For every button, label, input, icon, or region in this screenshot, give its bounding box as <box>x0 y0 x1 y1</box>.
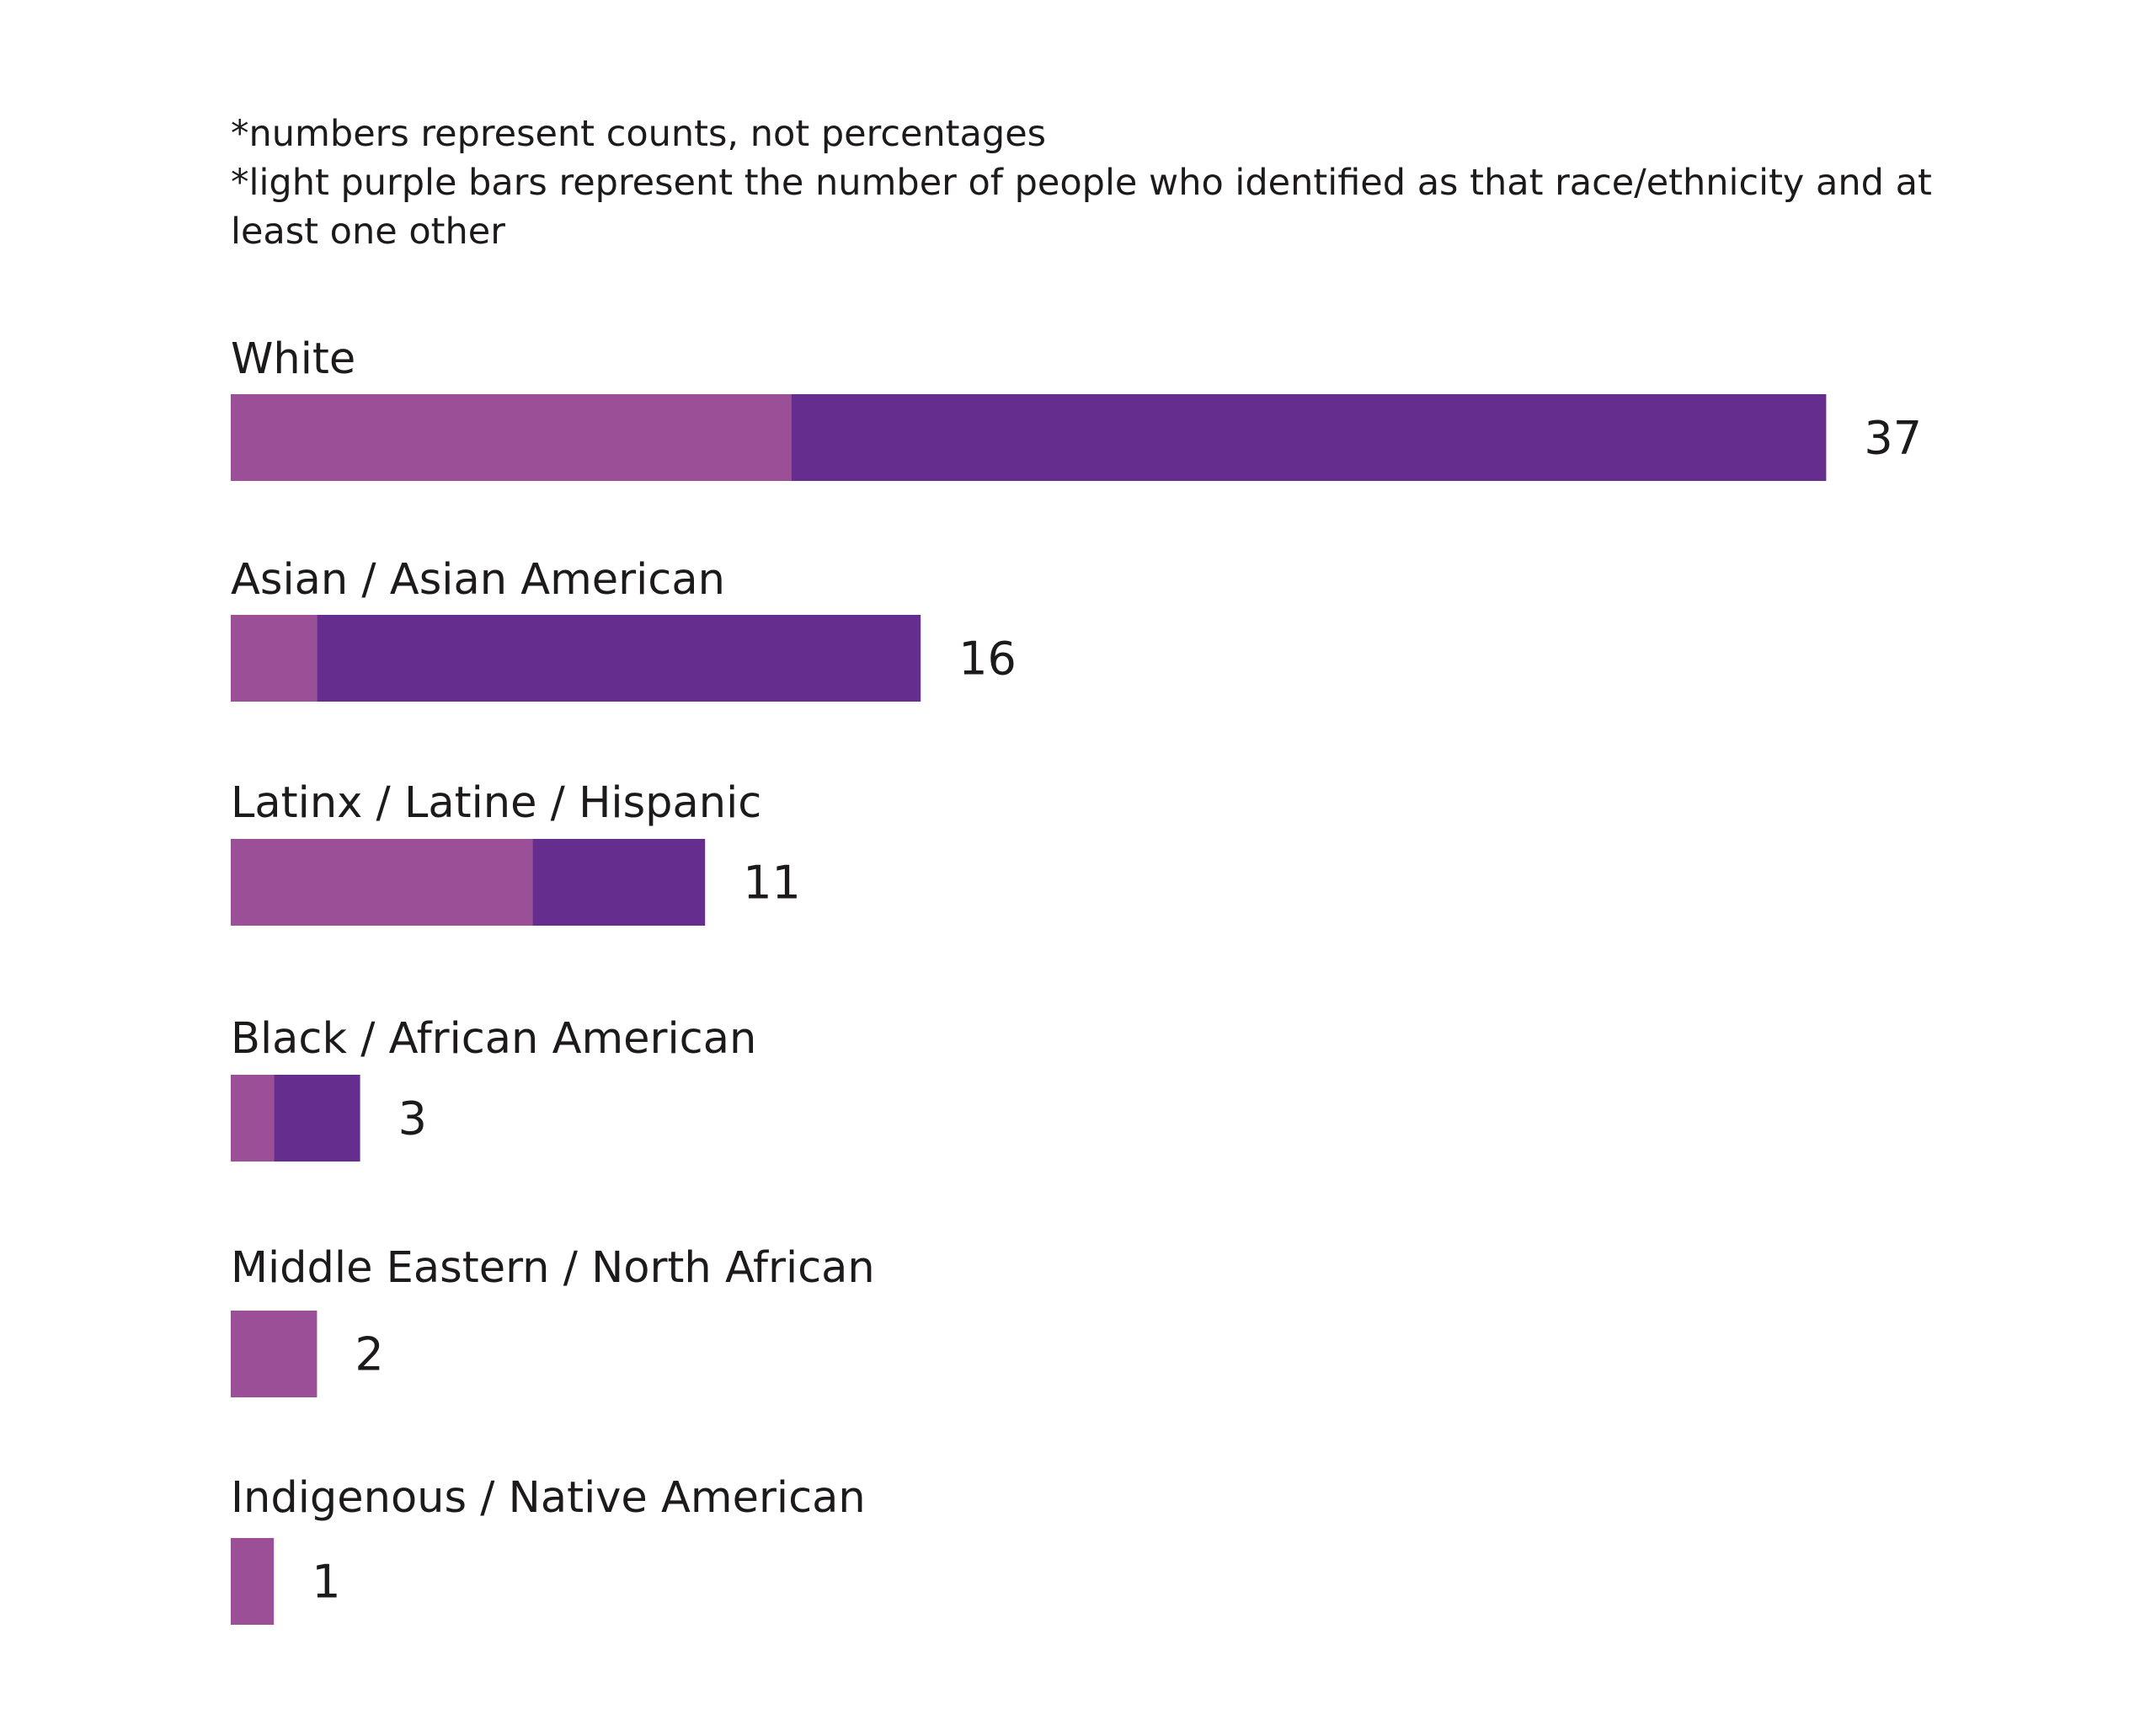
bar-multi-white <box>231 394 792 481</box>
value-label-indigenous-native-american: 1 <box>312 1556 340 1609</box>
category-label-black-african-american: Black / African American <box>231 1014 756 1064</box>
note-light-purple-cont: least one other <box>231 211 505 253</box>
bar-single-black-african-american <box>274 1075 360 1162</box>
value-label-latinx-latine-hispanic: 11 <box>743 857 801 910</box>
category-label-latinx-latine-hispanic: Latinx / Latine / Hispanic <box>231 778 761 828</box>
value-label-asian-asian-american: 16 <box>958 633 1017 686</box>
bar-multi-indigenous-native-american <box>231 1538 275 1625</box>
category-label-white: White <box>231 334 355 384</box>
category-label-middle-eastern-north-african: Middle Eastern / North African <box>231 1243 875 1293</box>
category-label-indigenous-native-american: Indigenous / Native American <box>231 1473 866 1523</box>
category-label-asian-asian-american: Asian / Asian American <box>231 555 725 605</box>
value-label-black-african-american: 3 <box>398 1092 427 1146</box>
bar-multi-middle-eastern-north-african <box>231 1311 318 1397</box>
note-counts: *numbers represent counts, not percentag… <box>231 113 1047 155</box>
note-light-purple: *light purple bars represent the number … <box>231 162 1932 204</box>
bar-multi-asian-asian-american <box>231 615 318 702</box>
bar-multi-black-african-american <box>231 1075 275 1162</box>
value-label-middle-eastern-north-african: 2 <box>355 1328 383 1381</box>
value-label-white: 37 <box>1864 412 1922 465</box>
bar-single-white <box>791 394 1827 481</box>
bar-single-latinx-latine-hispanic <box>532 839 706 926</box>
bar-single-asian-asian-american <box>317 615 921 702</box>
bar-multi-latinx-latine-hispanic <box>231 839 533 926</box>
